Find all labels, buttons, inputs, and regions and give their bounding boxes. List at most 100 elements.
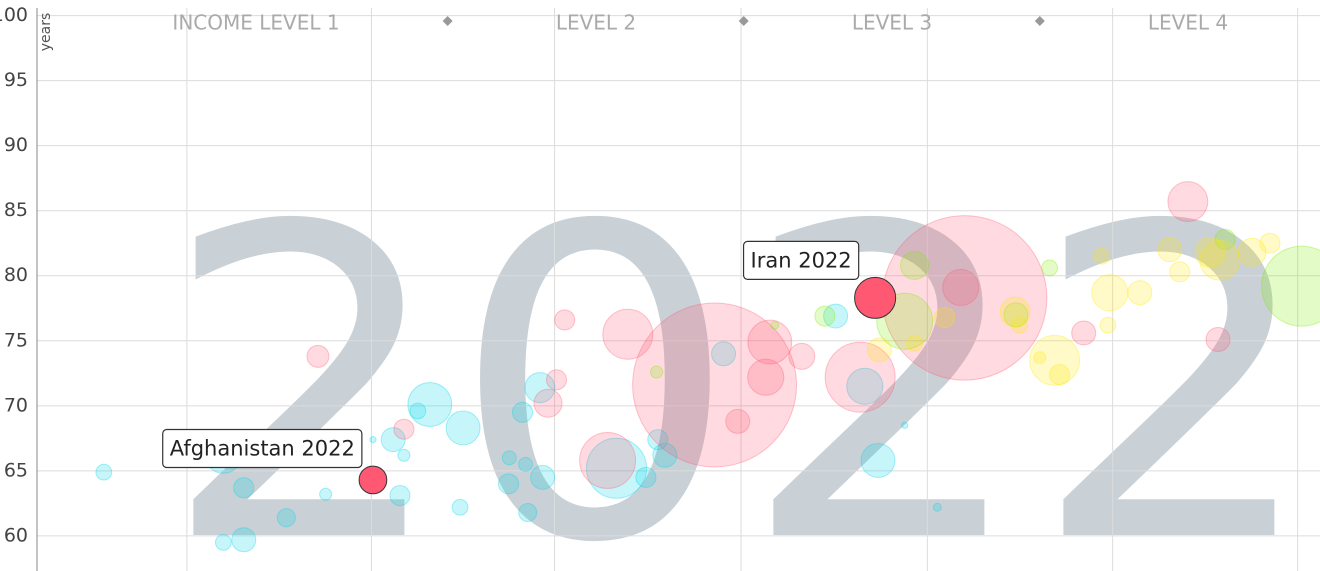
level-label: LEVEL 2 (556, 11, 636, 35)
bubble (900, 250, 930, 280)
bubble (393, 418, 415, 440)
annotation-box (742, 240, 860, 280)
y-tick-label: 60 (4, 524, 28, 546)
bubble (533, 388, 563, 418)
y-tick-label: 65 (4, 459, 28, 481)
bubble (369, 436, 377, 444)
level-label: LEVEL 4 (1148, 11, 1228, 35)
bubble (1214, 228, 1236, 250)
bubble (1099, 316, 1117, 334)
bubble (397, 448, 411, 462)
bubble (214, 533, 232, 551)
bubble (451, 498, 469, 516)
y-tick-label: 85 (4, 199, 28, 221)
bubble (524, 372, 556, 404)
y-axis-label: years (38, 13, 54, 52)
bubble (1049, 364, 1071, 386)
level-label: INCOME LEVEL 1 (172, 11, 339, 35)
bubble (95, 463, 113, 481)
bubble (1041, 259, 1059, 277)
bubble (747, 358, 785, 396)
bubble (1029, 334, 1081, 386)
bubble (1199, 239, 1241, 281)
bubble (306, 344, 330, 368)
bubble (632, 302, 798, 468)
bubble (389, 485, 411, 507)
bubble (846, 367, 884, 405)
bubble (635, 466, 657, 488)
highlights: Afghanistan 2022 Iran 2022 (162, 240, 897, 495)
bubble (231, 527, 257, 553)
y-tick-label: 90 (4, 134, 28, 156)
annotation-box (162, 428, 363, 469)
bubble (554, 309, 576, 331)
bubble (1093, 247, 1111, 265)
bubble (1091, 274, 1129, 312)
bubble (501, 450, 517, 466)
bubble (747, 319, 793, 365)
bubble (1169, 261, 1191, 283)
bubble (934, 306, 956, 328)
bubble (788, 342, 816, 370)
bubble (725, 408, 751, 434)
bubble (518, 502, 538, 522)
annotation: Afghanistan 2022 (170, 436, 355, 460)
bubble (1127, 280, 1153, 306)
bubble (511, 401, 534, 423)
bubble (1071, 320, 1097, 346)
bubble (407, 382, 453, 427)
bubble (647, 429, 669, 451)
bubble (906, 334, 923, 352)
bubble (545, 369, 568, 391)
bubble (497, 473, 520, 495)
y-tick-label: 80 (4, 264, 28, 286)
y-tick-label: 75 (4, 329, 28, 351)
bubble (1205, 326, 1231, 352)
bubble (860, 442, 896, 478)
bubble (585, 437, 648, 499)
y-tick-label: 70 (4, 394, 28, 416)
bubble (942, 268, 980, 307)
bubble (999, 296, 1031, 328)
level-divider (738, 16, 749, 26)
bubble (866, 337, 892, 363)
bubble (319, 487, 333, 501)
level-label: LEVEL 3 (852, 11, 932, 35)
levels: INCOME LEVEL 1 LEVEL 2 LEVEL 3 LEVEL 4 (172, 11, 1228, 35)
bubble (770, 320, 780, 330)
bubble (1261, 245, 1320, 327)
level-divider (442, 16, 453, 26)
bubble (823, 303, 849, 329)
bubble (652, 442, 678, 468)
bubble (824, 341, 896, 413)
bubble (1003, 302, 1029, 328)
year-label: 2022 (160, 137, 1320, 571)
y-tick-label: 100 (0, 4, 28, 26)
bubbles (95, 181, 1320, 553)
bubble (518, 456, 533, 472)
annotation: Iran 2022 (751, 248, 852, 272)
bubble (409, 402, 427, 420)
level-divider (1034, 16, 1045, 26)
bubble (1194, 236, 1226, 268)
bubble (650, 365, 664, 379)
highlight-bubble (358, 465, 388, 495)
bubble (901, 421, 909, 429)
bubble (932, 502, 942, 512)
bubble (530, 464, 556, 490)
bubble (445, 410, 481, 446)
bubble (711, 341, 737, 367)
bubble (1237, 237, 1267, 267)
bubble (602, 308, 654, 360)
bubble (276, 508, 296, 528)
bubble (1157, 237, 1183, 263)
bubble (380, 427, 406, 453)
bubble (579, 431, 637, 489)
bubble (1259, 232, 1281, 254)
bubble (1167, 181, 1209, 223)
y-tick-label: 95 (4, 69, 28, 91)
bubble (1033, 351, 1047, 365)
bubble (1011, 316, 1028, 334)
